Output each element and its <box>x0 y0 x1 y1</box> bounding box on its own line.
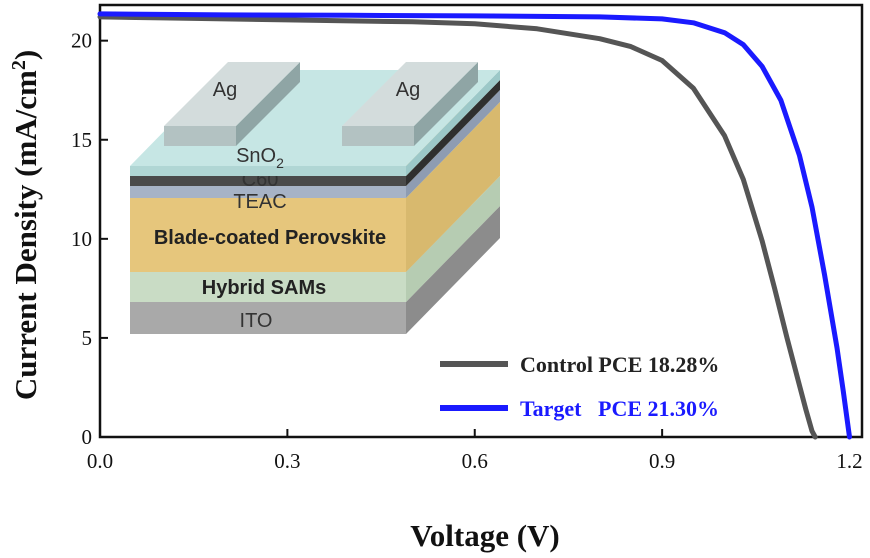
perovskite-layer-side <box>406 102 500 272</box>
c60-layer-front <box>130 176 406 186</box>
ag-electrode-1-front <box>164 126 236 146</box>
teac-label: TEAC <box>233 191 286 213</box>
ag-electrode-2-front <box>342 126 414 146</box>
ag-electrode-1-side <box>236 62 300 146</box>
x-tick-label: 1.2 <box>836 449 862 473</box>
ag-electrode-1-top <box>164 62 300 126</box>
ito-label: ITO <box>240 310 273 332</box>
ito-layer-front <box>130 302 406 334</box>
sno2-label-main: SnO <box>236 145 276 167</box>
y-tick-label: 5 <box>82 326 93 350</box>
y-tick-label: 20 <box>71 29 92 53</box>
x-tick-label: 0.0 <box>87 449 113 473</box>
x-tick-label: 0.9 <box>649 449 675 473</box>
ag-label-2: Ag <box>396 79 420 101</box>
sams-label: Hybrid SAMs <box>202 277 326 299</box>
ag-electrode-2-top <box>342 62 478 126</box>
ag-electrode-2-side <box>414 62 478 146</box>
x-axis: 0.0 0.3 0.6 0.9 1.2 <box>87 429 863 473</box>
x-axis-title: Voltage (V) <box>410 518 560 553</box>
series-layer <box>97 11 852 440</box>
x-tick-label: 0.3 <box>274 449 300 473</box>
legend-label-control: Control PCE 18.28% <box>520 352 719 377</box>
c60-layer-side <box>406 80 500 186</box>
y-axis: 0 5 10 15 20 <box>71 29 108 449</box>
sno2-layer-front <box>130 166 406 176</box>
device-stack-inset: ITO Hybrid SAMs Blade-coated Perovskite … <box>130 62 500 334</box>
sams-layer-side <box>406 176 500 302</box>
perovskite-layer-front <box>130 198 406 272</box>
y-axis-title-main: Current Density (mA/cm <box>8 70 43 400</box>
teac-layer-side <box>406 90 500 198</box>
ito-layer-side <box>406 206 500 334</box>
ag-label-1: Ag <box>213 79 237 101</box>
series-line-control <box>97 14 818 440</box>
plot-frame <box>98 3 864 439</box>
legend: Control PCE 18.28% Target PCE 21.30% <box>440 352 719 421</box>
sno2-label-sub: 2 <box>276 155 284 171</box>
series-line-target <box>97 11 852 440</box>
y-tick-label: 10 <box>71 227 92 251</box>
perovskite-label: Blade-coated Perovskite <box>154 227 386 249</box>
sams-layer-front <box>130 272 406 302</box>
sno2-layer-side <box>406 70 500 176</box>
x-tick-label: 0.6 <box>462 449 488 473</box>
y-axis-title-sup: 2 <box>8 60 30 70</box>
teac-layer-front <box>130 186 406 198</box>
sno2-label: SnO2 <box>236 145 284 171</box>
y-axis-title-close: ) <box>8 50 43 60</box>
y-tick-label: 15 <box>71 128 92 152</box>
legend-label-target: Target PCE 21.30% <box>520 396 719 421</box>
y-axis-title: Current Density (mA/cm2) <box>8 50 43 400</box>
y-tick-label: 0 <box>82 425 93 449</box>
